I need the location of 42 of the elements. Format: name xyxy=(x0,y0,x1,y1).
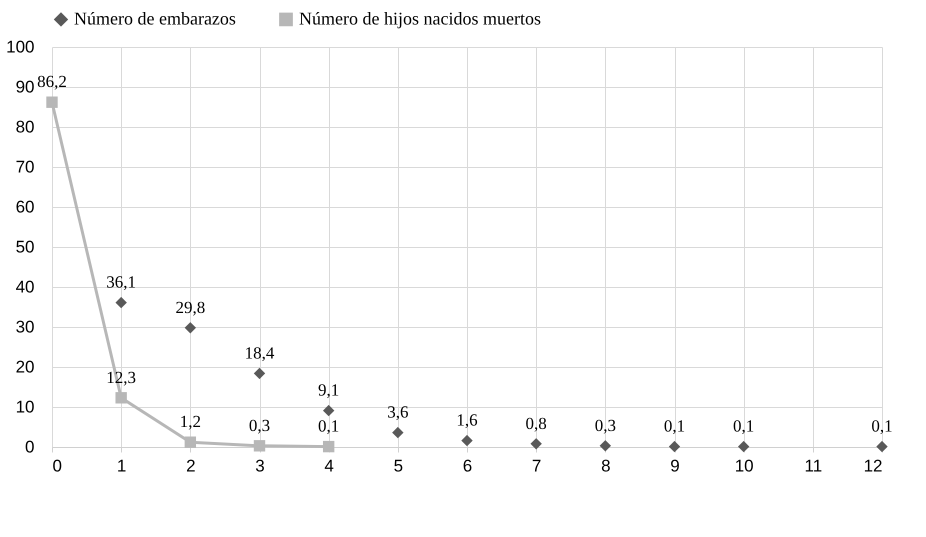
x-tick-label: 5 xyxy=(394,456,404,476)
data-label: 1,6 xyxy=(456,410,478,430)
data-label: 0,1 xyxy=(664,416,686,436)
legend-label: Número de embarazos xyxy=(74,8,236,28)
x-tick-label: 2 xyxy=(186,456,196,476)
y-tick-label: 80 xyxy=(16,118,34,136)
y-tick-label: 30 xyxy=(16,318,34,336)
y-tick-label: 90 xyxy=(16,78,34,96)
x-tick-label: 0 xyxy=(52,456,62,476)
x-tick-label: 3 xyxy=(255,456,265,476)
y-tick-label: 100 xyxy=(6,38,34,56)
data-label: 86,2 xyxy=(37,72,67,92)
data-label: 0,8 xyxy=(526,414,547,433)
legend-label: Número de hijos nacidos muertos xyxy=(299,8,541,28)
y-tick-label: 20 xyxy=(16,358,34,376)
data-label: 1,2 xyxy=(180,412,201,432)
y-tick-label: 60 xyxy=(16,198,34,216)
y-tick-label: 0 xyxy=(25,438,34,456)
x-tick-label: 8 xyxy=(601,456,611,476)
data-label: 36,1 xyxy=(106,272,136,292)
data-label: 29,8 xyxy=(175,298,206,317)
x-tick-label: 4 xyxy=(324,456,334,476)
x-tick-label: 9 xyxy=(670,456,680,476)
data-label: 9,1 xyxy=(318,380,340,400)
x-tick-label: 11 xyxy=(804,456,822,476)
y-tick-label: 50 xyxy=(16,238,34,256)
data-label: 12,3 xyxy=(106,368,136,387)
y-tick-label: 40 xyxy=(16,278,34,296)
x-tick-label: 7 xyxy=(532,456,542,476)
data-label: 0,3 xyxy=(594,416,616,435)
x-tick-label: 10 xyxy=(734,456,754,476)
data-label: 3,6 xyxy=(387,402,408,422)
data-label: 0,1 xyxy=(733,416,754,436)
data-label: 0,1 xyxy=(318,416,340,436)
y-tick-label: 70 xyxy=(16,158,34,176)
y-tick-label: 10 xyxy=(16,398,34,416)
data-label: 18,4 xyxy=(244,343,275,362)
data-label: 0,1 xyxy=(871,416,893,436)
x-tick-label: 12 xyxy=(864,456,882,476)
x-tick-label: 6 xyxy=(462,456,472,476)
x-tick-label: 1 xyxy=(116,456,126,476)
data-label: 0,3 xyxy=(248,416,270,435)
